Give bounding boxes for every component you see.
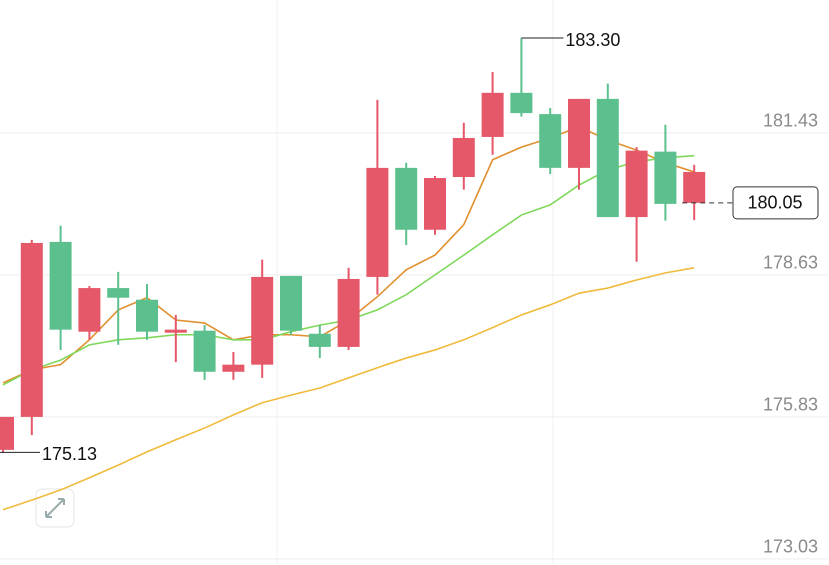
candle-body (193, 330, 216, 372)
candle-body (136, 299, 158, 332)
candle-body (337, 278, 360, 347)
max-label: 183.30 (565, 30, 620, 50)
candle-body (568, 98, 590, 168)
last-price-label: 180.05 (747, 193, 802, 213)
y-tick-label: 181.43 (763, 111, 818, 131)
candle-body (539, 114, 562, 168)
last-price-box (732, 186, 819, 220)
candle-body (625, 150, 648, 218)
candle-body (49, 241, 72, 330)
candle-body (683, 171, 706, 203)
candle-body (280, 275, 302, 331)
candle-body (0, 416, 14, 450)
expand-icon[interactable] (45, 498, 65, 518)
min-label: 175.13 (42, 444, 97, 464)
candle-body (78, 288, 101, 332)
y-tick-label: 175.83 (763, 395, 818, 415)
candle-body (424, 178, 446, 230)
candle-body (452, 137, 475, 178)
candle-body (510, 92, 533, 114)
candle-body (251, 276, 274, 365)
candle-body (481, 92, 504, 137)
candle-body (222, 364, 245, 372)
candle-body (308, 333, 331, 347)
candle-body (596, 98, 619, 218)
candle-body (395, 167, 418, 230)
candle-body (20, 242, 43, 417)
candle-body (366, 167, 389, 277)
expand-button[interactable] (35, 488, 75, 528)
candle-body (107, 288, 130, 298)
candle-body (164, 329, 187, 333)
candle-body (654, 151, 677, 204)
y-tick-label: 178.63 (763, 253, 818, 273)
y-tick-label: 173.03 (763, 537, 818, 557)
moving-average-line (2, 267, 695, 511)
